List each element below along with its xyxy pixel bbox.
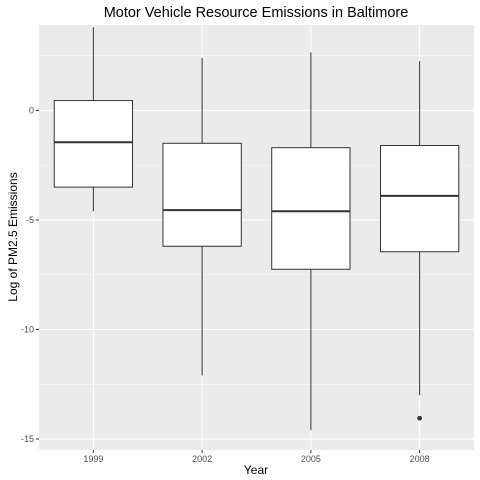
x-tick-label: 2005 xyxy=(301,454,321,464)
box-layer xyxy=(53,27,460,431)
box-iqr xyxy=(271,147,351,270)
box-iqr xyxy=(162,142,242,247)
y-tick-label: 0 xyxy=(29,105,34,115)
outlier-point xyxy=(417,415,423,421)
box-2008 xyxy=(379,61,460,421)
box-iqr xyxy=(379,144,460,253)
x-tick-label: 2002 xyxy=(192,454,212,464)
x-axis: 1999 2002 2005 2008 xyxy=(83,450,430,464)
box-2002 xyxy=(162,57,242,376)
y-tick-label: -5 xyxy=(26,215,34,225)
x-axis-title: Year xyxy=(244,463,268,477)
y-axis-title: Log of PM2.5 Emissions xyxy=(6,172,20,301)
y-tick-label: -10 xyxy=(21,325,34,335)
y-tick-label: -15 xyxy=(21,434,34,444)
box-iqr xyxy=(53,100,134,188)
x-tick-label: 2008 xyxy=(410,454,430,464)
chart-title: Motor Vehicle Resource Emissions in Balt… xyxy=(104,5,409,21)
box-1999 xyxy=(53,27,134,212)
x-tick-label: 1999 xyxy=(83,454,103,464)
y-axis: 0 -5 -10 -15 xyxy=(21,105,39,444)
box-2005 xyxy=(271,52,351,431)
